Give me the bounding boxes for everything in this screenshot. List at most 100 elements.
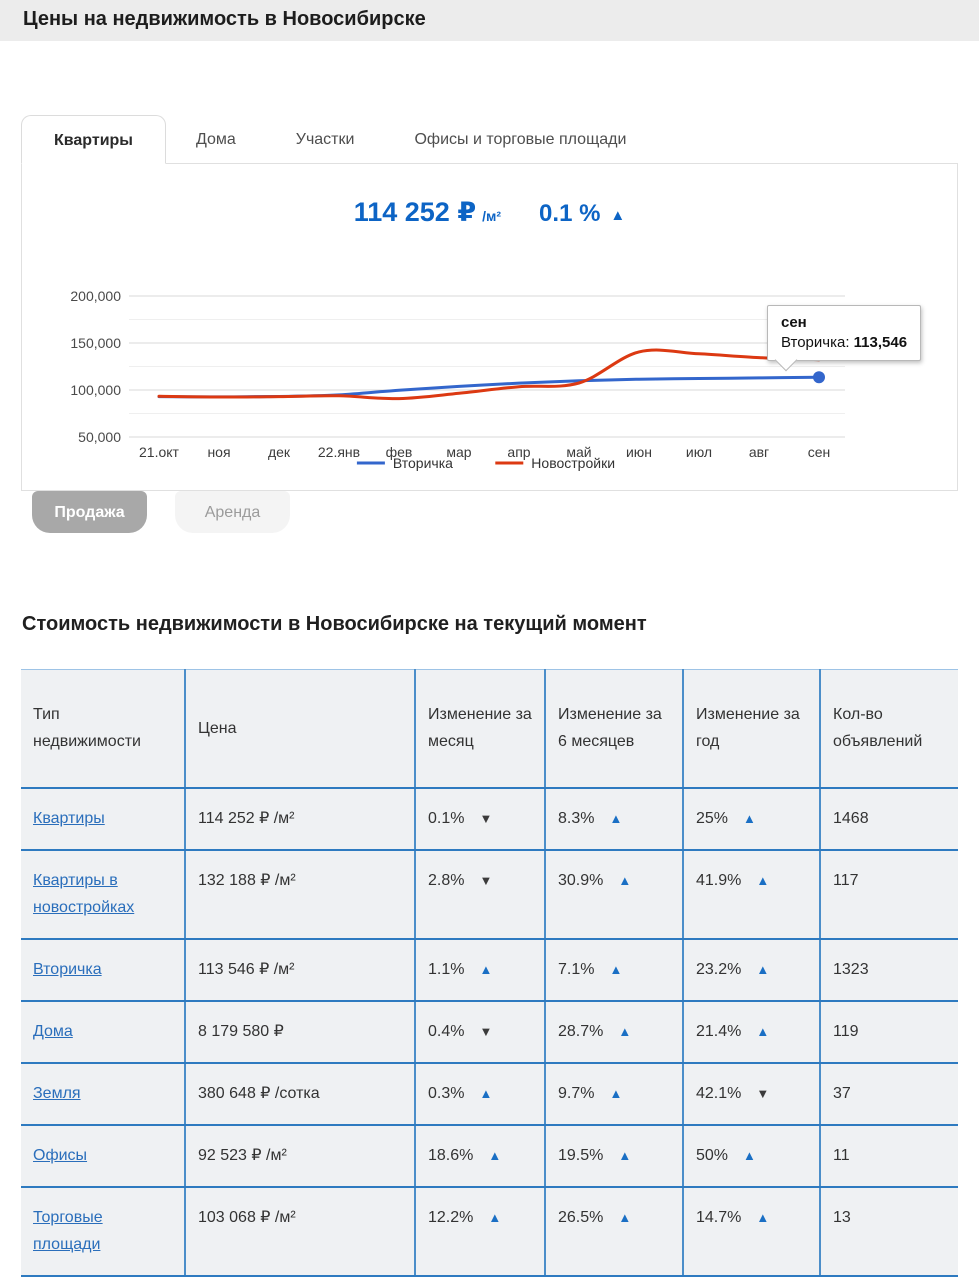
percent-cell: 9.7% ▲ xyxy=(545,1062,684,1126)
up-triangle-icon: ▲ xyxy=(610,207,626,224)
price-cell: 380 648 ₽ /сотка xyxy=(185,1062,416,1126)
chart-area: 50,000 100,000 150,000 200,000 21.окт ноя дек 2… xyxy=(22,270,957,490)
up-triangle-icon: ▲ xyxy=(609,810,623,826)
percent-cell: 19.5% ▲ xyxy=(545,1124,684,1188)
percent-value: 14.7% xyxy=(696,1208,742,1226)
percent-cell: 7.1% ▲ xyxy=(545,938,684,1002)
column-header-2: Изменение за месяц xyxy=(415,669,546,789)
chart-card: 114 252 ₽ /м² 0.1 % ▲ 50,000 100,000 150,0… xyxy=(21,163,958,491)
count-cell: 119 xyxy=(820,1000,958,1064)
up-triangle-icon: ▲ xyxy=(743,1147,756,1163)
down-triangle-icon: ▼ xyxy=(756,1085,770,1101)
table-row: Торговые площади 103 068 ₽ /м² 12.2% ▲ 26.5%… xyxy=(21,1186,958,1277)
percent-value: 0.4% xyxy=(428,1022,465,1040)
count-cell: 11 xyxy=(820,1124,958,1188)
column-header-4: Изменение за год xyxy=(683,669,821,789)
property-type-link[interactable]: Квартиры xyxy=(33,809,105,827)
table-row: Квартиры 114 252 ₽ /м² 0.1% ▼ 8.3% ▲ 25% ▲ 1468 xyxy=(21,787,958,851)
price-cell: 103 068 ₽ /м² xyxy=(185,1186,416,1277)
down-triangle-icon: ▼ xyxy=(479,810,493,826)
y-axis-label: 100,000 xyxy=(70,382,121,398)
percent-value: 19.5% xyxy=(558,1146,604,1164)
percent-cell: 18.6% ▲ xyxy=(415,1124,546,1188)
property-type-link[interactable]: Квартиры в новостройках xyxy=(33,871,135,916)
property-type-link[interactable]: Дома xyxy=(33,1022,73,1040)
percent-cell: 0.1% ▼ xyxy=(415,787,546,851)
percent-value: 9.7% xyxy=(558,1084,595,1102)
x-axis-label: июл xyxy=(686,444,712,460)
percent-cell: 42.1% ▼ xyxy=(683,1062,821,1126)
table-row: Земля 380 648 ₽ /сотка 0.3% ▲ 9.7% ▲ 42.1% ▼ 37 xyxy=(21,1062,958,1126)
price-change: 0.1 % xyxy=(539,200,601,227)
x-axis-label: сен xyxy=(808,444,831,460)
up-triangle-icon: ▲ xyxy=(756,872,770,888)
percent-cell: 26.5% ▲ xyxy=(545,1186,684,1277)
down-triangle-icon: ▼ xyxy=(479,872,493,888)
sale-button[interactable]: Продажа xyxy=(32,491,147,533)
property-type-tabs: Квартиры Дома Участки Офисы и торговые площ… xyxy=(21,115,958,164)
x-axis-label: 22.янв xyxy=(318,444,360,460)
prices-table: Тип недвижимости Цена Изменение за месяц Из… xyxy=(21,669,958,1277)
tab-0[interactable]: Квартиры xyxy=(21,115,166,164)
y-axis-label: 150,000 xyxy=(70,335,121,351)
property-type-cell: Земля xyxy=(21,1062,186,1126)
percent-cell: 0.4% ▼ xyxy=(415,1000,546,1064)
percent-cell: 30.9% ▲ xyxy=(545,849,684,940)
percent-value: 28.7% xyxy=(558,1022,604,1040)
tooltip-value: 113,546 xyxy=(853,334,908,351)
page-title: Цены на недвижимость в Новосибирске xyxy=(23,8,426,30)
table-body: Квартиры 114 252 ₽ /м² 0.1% ▼ 8.3% ▲ 25% ▲ 1468 К… xyxy=(21,787,958,1277)
table-row: Вторичка 113 546 ₽ /м² 1.1% ▲ 7.1% ▲ 23.2% ▲ 132… xyxy=(21,938,958,1002)
price-cell: 114 252 ₽ /м² xyxy=(185,787,416,851)
percent-value: 23.2% xyxy=(696,960,742,978)
table-row: Квартиры в новостройках 132 188 ₽ /м² 2.8%… xyxy=(21,849,958,940)
main-content: Квартиры Дома Участки Офисы и торговые площ… xyxy=(21,115,958,1277)
percent-cell: 23.2% ▲ xyxy=(683,938,821,1002)
tab-1[interactable]: Дома xyxy=(195,131,236,148)
x-axis-label: июн xyxy=(626,444,652,460)
table-row: Офисы 92 523 ₽ /м² 18.6% ▲ 19.5% ▲ 50% ▲ 11 xyxy=(21,1124,958,1188)
percent-value: 25% xyxy=(696,809,729,827)
column-header-0: Тип недвижимости xyxy=(21,669,186,789)
up-triangle-icon: ▲ xyxy=(488,1147,502,1163)
up-triangle-icon: ▲ xyxy=(756,961,770,977)
up-triangle-icon: ▲ xyxy=(743,810,756,826)
up-triangle-icon: ▲ xyxy=(618,1023,632,1039)
property-type-cell: Квартиры в новостройках xyxy=(21,849,186,940)
property-type-link[interactable]: Торговые площади xyxy=(33,1208,103,1253)
tooltip-body: Вторичка: 113,546 xyxy=(781,334,907,351)
property-type-cell: Дома xyxy=(21,1000,186,1064)
property-type-cell: Торговые площади xyxy=(21,1186,186,1277)
up-triangle-icon: ▲ xyxy=(618,1147,632,1163)
price-cell: 113 546 ₽ /м² xyxy=(185,938,416,1002)
rent-button[interactable]: Аренда xyxy=(175,491,290,533)
percent-value: 0.1% xyxy=(428,809,465,827)
tab-2[interactable]: Участки xyxy=(295,131,355,148)
y-axis-label: 200,000 xyxy=(70,288,121,304)
percent-value: 8.3% xyxy=(558,809,595,827)
percent-value: 50% xyxy=(696,1146,729,1164)
percent-value: 0.3% xyxy=(428,1084,465,1102)
up-triangle-icon: ▲ xyxy=(756,1209,770,1225)
x-axis-label: ноя xyxy=(207,444,230,460)
x-axis-label: мар xyxy=(446,444,471,460)
property-type-cell: Квартиры xyxy=(21,787,186,851)
property-type-link[interactable]: Вторичка xyxy=(33,960,102,978)
up-triangle-icon: ▲ xyxy=(618,1209,632,1225)
count-cell: 117 xyxy=(820,849,958,940)
current-price: 114 252 ₽ xyxy=(353,197,477,227)
x-axis-label: дек xyxy=(268,444,291,460)
price-chart[interactable]: 50,000 100,000 150,000 200,000 21.окт ноя дек 2… xyxy=(22,270,957,490)
up-triangle-icon: ▲ xyxy=(756,1023,770,1039)
tab-3[interactable]: Офисы и торговые площади xyxy=(414,131,627,148)
price-headline: 114 252 ₽ /м² 0.1 % ▲ xyxy=(22,197,957,228)
table-header-row: Тип недвижимости Цена Изменение за месяц Из… xyxy=(21,669,958,789)
property-type-link[interactable]: Земля xyxy=(33,1084,81,1102)
x-axis-label: апр xyxy=(507,444,530,460)
price-cell: 8 179 580 ₽ xyxy=(185,1000,416,1064)
price-cell: 92 523 ₽ /м² xyxy=(185,1124,416,1188)
x-axis-label: май xyxy=(566,444,591,460)
percent-cell: 2.8% ▼ xyxy=(415,849,546,940)
down-triangle-icon: ▼ xyxy=(479,1023,493,1039)
property-type-link[interactable]: Офисы xyxy=(33,1146,88,1164)
